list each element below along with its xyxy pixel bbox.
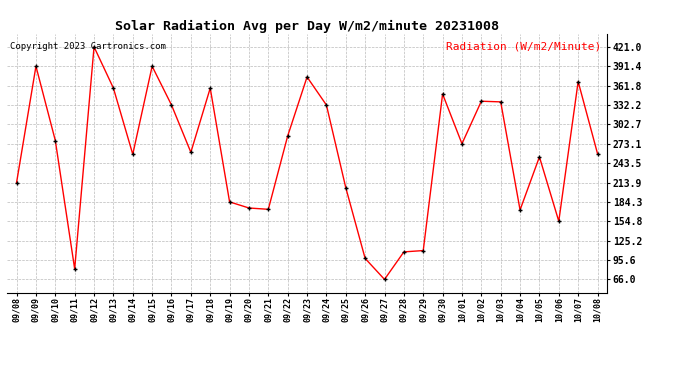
Point	[50, 138, 61, 144]
Point	[553, 218, 564, 224]
Point	[398, 249, 409, 255]
Point	[186, 149, 197, 155]
Point	[69, 266, 80, 272]
Point	[88, 44, 99, 50]
Point	[417, 248, 428, 254]
Point	[379, 276, 390, 282]
Point	[359, 255, 371, 261]
Point	[495, 99, 506, 105]
Point	[515, 207, 526, 213]
Point	[282, 133, 293, 139]
Point	[166, 102, 177, 108]
Point	[146, 63, 157, 69]
Point	[244, 205, 255, 211]
Title: Solar Radiation Avg per Day W/m2/minute 20231008: Solar Radiation Avg per Day W/m2/minute …	[115, 20, 499, 33]
Point	[205, 85, 216, 91]
Point	[108, 85, 119, 91]
Point	[534, 154, 545, 160]
Point	[263, 206, 274, 212]
Text: Copyright 2023 Cartronics.com: Copyright 2023 Cartronics.com	[10, 42, 166, 51]
Point	[11, 180, 22, 186]
Point	[573, 79, 584, 85]
Point	[127, 151, 138, 157]
Point	[437, 91, 448, 97]
Point	[302, 74, 313, 80]
Point	[476, 98, 487, 104]
Point	[321, 102, 332, 108]
Point	[457, 141, 468, 147]
Point	[224, 199, 235, 205]
Point	[340, 185, 351, 191]
Point	[592, 151, 603, 157]
Text: Radiation (W/m2/Minute): Radiation (W/m2/Minute)	[446, 42, 601, 51]
Point	[30, 63, 41, 69]
